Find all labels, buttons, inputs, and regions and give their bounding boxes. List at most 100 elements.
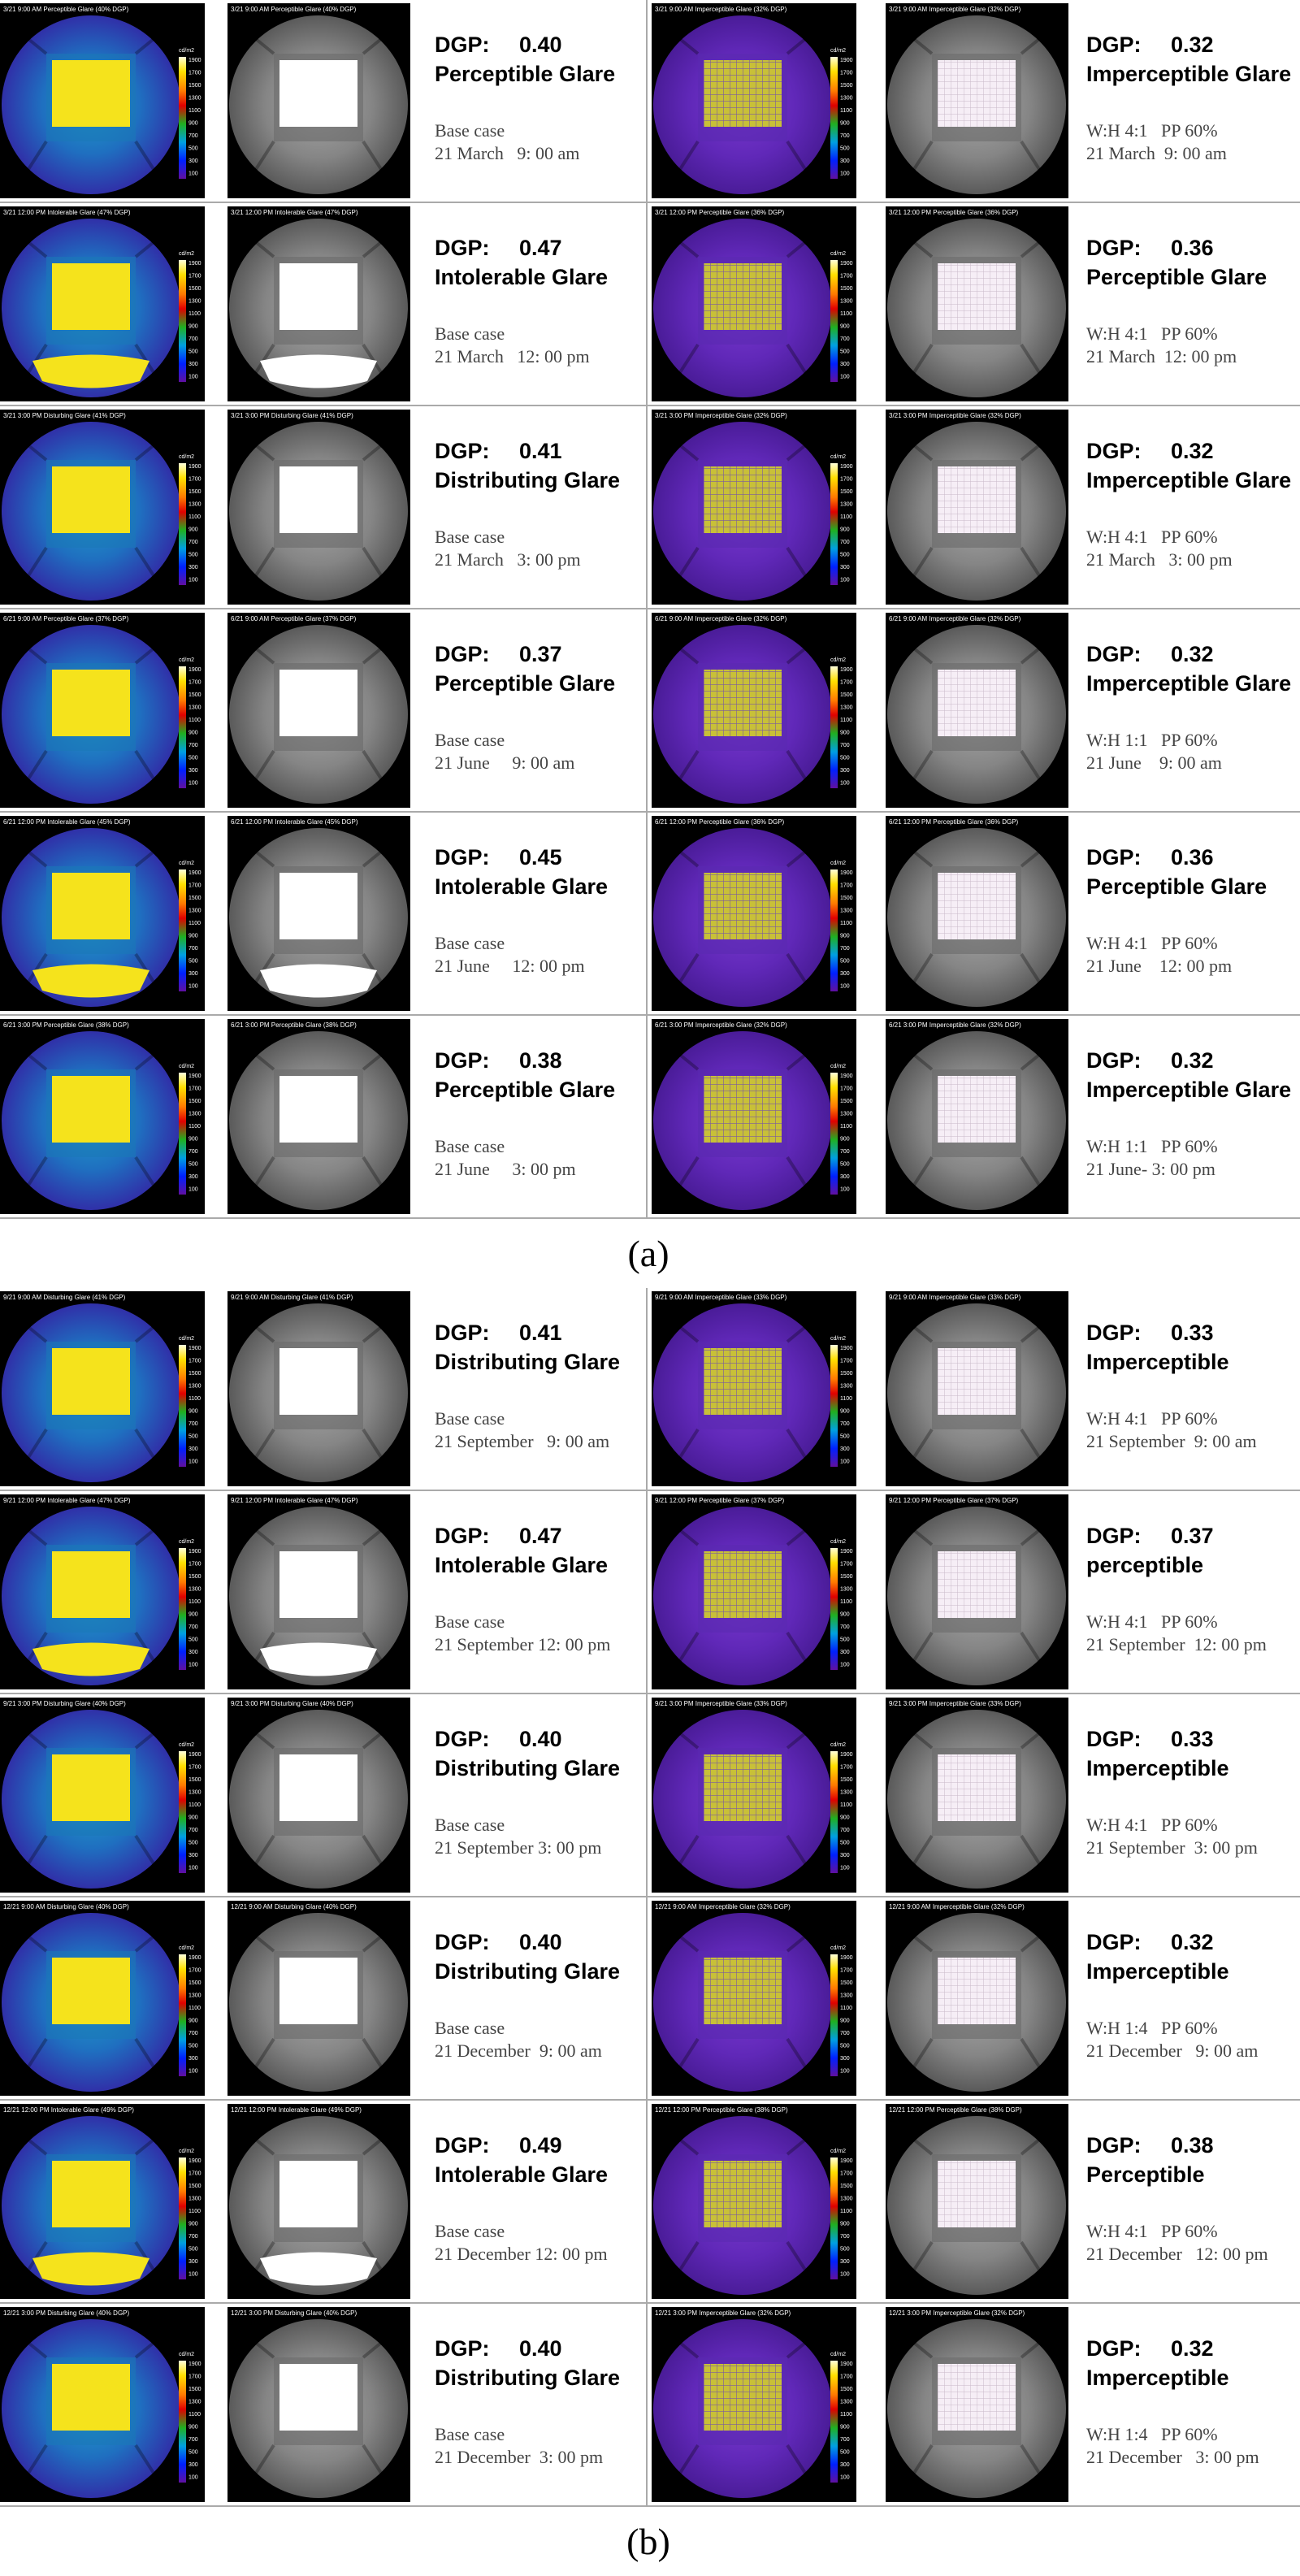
glare-class: Distributing Glare — [435, 1350, 620, 1374]
legend-label: 1700 — [840, 477, 853, 483]
room-edge — [786, 1631, 811, 1668]
room-edge — [1020, 546, 1045, 583]
legend-label: 1100 — [840, 718, 852, 723]
room-edge — [908, 2037, 934, 2075]
legend-label: 1700 — [840, 883, 853, 889]
glare-class: Intolerable Glare — [435, 265, 608, 289]
dgp-value: 0.36 — [1171, 845, 1214, 870]
legend-label: 300 — [188, 1853, 198, 1858]
legend-label: 100 — [840, 1866, 850, 1871]
legend-label: 1100 — [188, 1396, 201, 1402]
legend-label: 300 — [840, 971, 850, 977]
false-color-image: cd/m2 1900 1700 1500 1300 1100 900 700 500 300 100… — [652, 816, 856, 1011]
legend-label: 1100 — [188, 718, 201, 723]
image-header: 6/21 3:00 PM Perceptible Glare (38% DGP) — [231, 1021, 357, 1029]
legend-label: 300 — [188, 2462, 198, 2468]
room-edge — [134, 140, 159, 177]
room-edge — [250, 1728, 275, 1750]
sun-patch — [260, 2252, 377, 2286]
room-edge — [674, 952, 700, 990]
sun-patch — [32, 964, 150, 998]
false-color-image: cd/m2 1900 1700 1500 1300 1100 900 700 500 300 100… — [0, 206, 205, 401]
legend-label: 1500 — [188, 1574, 202, 1580]
room-edge — [23, 749, 48, 787]
legend-bar — [830, 1073, 838, 1195]
legend-bar — [179, 1073, 186, 1195]
legend-label: 700 — [840, 2437, 850, 2443]
image-header: 9/21 9:00 AM Imperceptible Glare (33% DG… — [655, 1294, 787, 1301]
legend-label: 1500 — [840, 1371, 853, 1377]
room-edge — [23, 1428, 48, 1465]
legend-label: 1900 — [840, 2361, 853, 2367]
legend-label: 1500 — [840, 896, 853, 901]
room-edge — [1020, 343, 1045, 380]
case-label: W:H 4:1 PP 60% — [1086, 1611, 1218, 1632]
legend-label: 1900 — [840, 2158, 853, 2164]
image-header: 12/21 3:00 PM Disturbing Glare (40% DGP) — [231, 2309, 358, 2317]
legend-label: 1500 — [840, 83, 853, 89]
case-label: W:H 4:1 PP 60% — [1086, 120, 1218, 141]
room-edge — [786, 2135, 811, 2156]
legend-label: 1700 — [188, 883, 202, 889]
legend-label: 1900 — [188, 261, 202, 267]
window — [704, 873, 782, 939]
room-edge — [786, 1050, 811, 1071]
room-edge — [908, 1322, 934, 1343]
window — [938, 1754, 1016, 1821]
room-edge — [134, 34, 159, 55]
dgp-value: 0.37 — [519, 642, 562, 666]
legend-label: 1300 — [188, 1587, 202, 1593]
legend-bar — [830, 1751, 838, 1873]
legend-label: 1100 — [840, 514, 852, 520]
image-header: 12/21 9:00 AM Imperceptible Glare (32% D… — [655, 1903, 791, 1910]
legend-bar — [179, 2361, 186, 2483]
glare-class: Imperceptible — [1086, 1959, 1229, 1984]
false-color-image: cd/m2 1900 1700 1500 1300 1100 900 700 500 300 100… — [0, 1291, 205, 1486]
legend-label: 300 — [188, 362, 198, 367]
legend-label: 500 — [840, 146, 850, 152]
legend-label: 500 — [840, 1434, 850, 1440]
room-edge — [786, 237, 811, 258]
glare-class: Perceptible Glare — [435, 62, 615, 86]
room-edge — [1020, 2135, 1045, 2156]
grayscale-image: 3/21 9:00 AM Perceptible Glare (40% DGP) — [228, 3, 410, 198]
glare-class: Imperceptible Glare — [1086, 671, 1291, 696]
legend-label: 100 — [840, 2475, 850, 2481]
false-color-image: cd/m2 1900 1700 1500 1300 1100 900 700 500 300 100… — [652, 3, 856, 198]
legend-label: 1700 — [840, 1086, 853, 1092]
room-edge — [786, 546, 811, 583]
legend-label: 1500 — [840, 692, 853, 698]
legend-label: 1300 — [188, 96, 202, 102]
grayscale-image: 3/21 12:00 PM Intolerable Glare (47% DGP… — [228, 206, 410, 401]
window — [280, 1551, 358, 1618]
legend-label: 300 — [188, 2056, 198, 2062]
dgp-value: 0.32 — [1171, 439, 1214, 463]
room-edge — [1020, 847, 1045, 868]
legend-bar — [830, 463, 838, 585]
legend-bar — [179, 463, 186, 585]
room-edge — [908, 952, 934, 990]
legend-label: 1300 — [840, 502, 853, 508]
window — [938, 1958, 1016, 2024]
legend-label: 100 — [188, 1459, 198, 1465]
legend-label: 100 — [188, 1663, 198, 1668]
false-color-image: cd/m2 1900 1700 1500 1300 1100 900 700 500 300 100… — [0, 1019, 205, 1214]
legend-label: 300 — [840, 2259, 850, 2265]
room-edge — [674, 749, 700, 787]
legend-label: 1900 — [188, 2361, 202, 2367]
dgp-value: 0.33 — [1171, 1727, 1214, 1751]
window — [52, 1348, 130, 1415]
legend-label: 1500 — [840, 1777, 853, 1783]
image-header: 12/21 9:00 AM Imperceptible Glare (32% D… — [889, 1903, 1025, 1910]
legend-unit: cd/m2 — [830, 2352, 846, 2357]
legend-unit: cd/m2 — [179, 1336, 194, 1342]
room-edge — [908, 1050, 934, 1071]
room-edge — [1020, 1631, 1045, 1668]
legend-label: 1900 — [188, 667, 202, 673]
dgp-value: 0.40 — [519, 1930, 562, 1954]
legend-label: 1100 — [840, 2209, 852, 2214]
legend-label: 900 — [840, 121, 850, 127]
dgp-value: 0.32 — [1171, 642, 1214, 666]
window — [704, 670, 782, 736]
